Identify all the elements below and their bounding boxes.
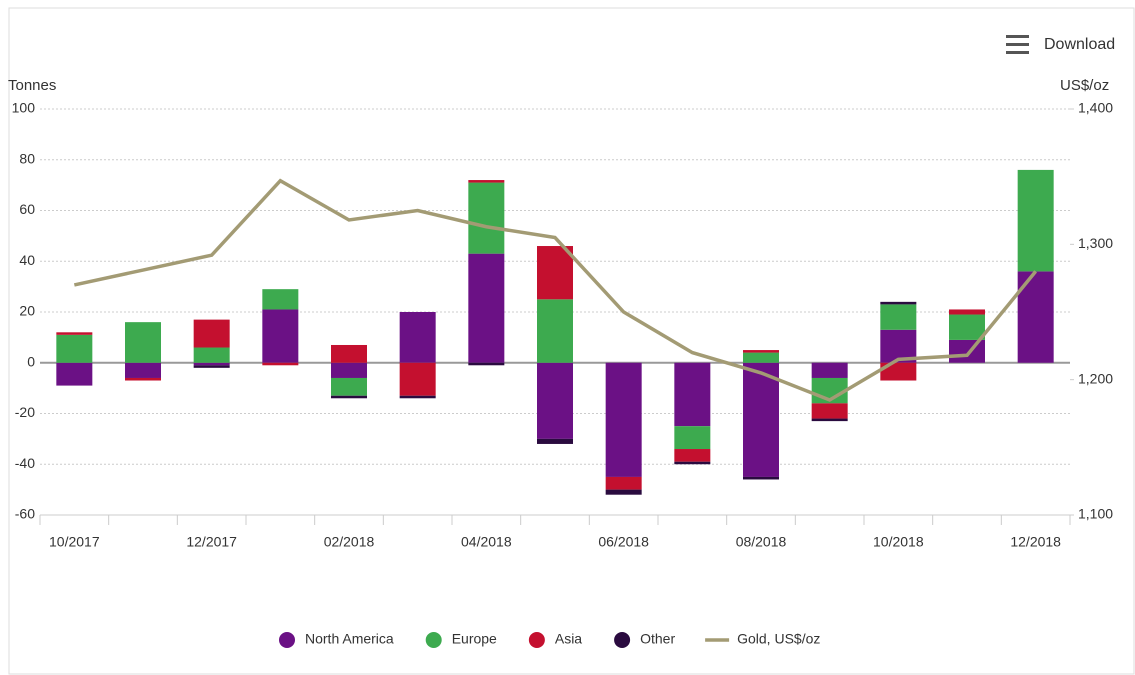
menu-icon-bar [1006,51,1029,54]
bar [674,449,711,462]
y-tick-label: 100 [12,100,36,116]
bar [193,365,230,368]
bar [399,362,436,396]
bar [193,362,230,366]
bar [468,362,505,366]
legend-swatch [279,632,295,648]
download-button[interactable]: Download [1006,35,1115,54]
bar [262,309,299,363]
bar [743,350,779,353]
bar [880,304,917,330]
x-tick-label: 10/2018 [873,534,924,550]
bar [880,362,917,381]
y2-tick-label: 1,300 [1078,235,1113,251]
y2-tick-label: 1,100 [1078,506,1113,522]
bar [56,334,93,363]
bar [56,362,93,386]
x-tick-label: 12/2017 [186,534,237,550]
line [73,178,1038,402]
bar [537,438,573,444]
bar [1017,169,1054,272]
bar [331,377,367,396]
menu-icon-bar [1006,35,1029,38]
y-tick-label: 20 [19,303,35,319]
y-tick-label: 60 [19,201,35,217]
legend-label: Asia [555,631,582,647]
bar [331,344,367,363]
bar [262,362,299,366]
bar [468,182,505,254]
x-tick-label: 04/2018 [461,534,512,550]
frame [8,7,1135,675]
x-tick-label: 08/2018 [736,534,787,550]
bar [949,314,985,340]
x-tick-label: 12/2018 [1010,534,1061,550]
bar [743,362,779,477]
y2-axis-label: US$/oz [1060,77,1109,94]
legend-swatch [528,632,545,648]
bar [811,362,848,378]
bar [811,403,848,419]
legend-swatch [614,632,631,648]
legend-label: Other [640,631,675,647]
y-tick-label: -60 [15,506,35,522]
y-tick-label: 40 [19,252,35,268]
bar [468,253,505,363]
bar [399,312,436,363]
legend-swatch [425,632,442,648]
bar [537,246,573,300]
bar [949,339,985,363]
x-tick-label: 02/2018 [324,534,375,550]
y-tick-label: 0 [27,353,35,369]
y-tick-label: 80 [19,150,35,166]
bar [537,299,573,363]
bar [537,362,573,439]
legend-label: Gold, US$/oz [737,631,820,647]
bar [949,309,985,315]
bar [262,289,299,310]
legend-label: North America [305,631,394,647]
y-tick-label: -20 [15,404,35,420]
bar [674,362,711,427]
bar [331,362,367,378]
bar [125,322,161,363]
bar [193,319,230,348]
bar [743,476,779,480]
bar [743,352,779,363]
y2-tick-label: 1,200 [1078,370,1113,386]
bar [331,395,367,399]
bar [125,377,161,381]
bar [193,347,230,363]
bar [399,395,436,399]
download-label[interactable]: Download [1044,36,1115,53]
legend-label: Europe [452,631,497,647]
y-axis-label: Tonnes [8,77,56,94]
bar [811,418,848,422]
bar [674,426,711,450]
y-tick-label: -40 [15,455,35,471]
y2-tick-label: 1,400 [1078,100,1113,116]
bar [605,489,642,495]
menu-icon-bar [1006,43,1029,46]
bar [880,301,917,305]
bar [674,461,711,465]
bar [125,362,161,378]
bar [468,180,505,183]
bar [605,362,642,477]
bar [605,476,642,490]
x-tick-label: 06/2018 [598,534,649,550]
bar [56,332,93,335]
x-tick-label: 10/2017 [49,534,100,550]
